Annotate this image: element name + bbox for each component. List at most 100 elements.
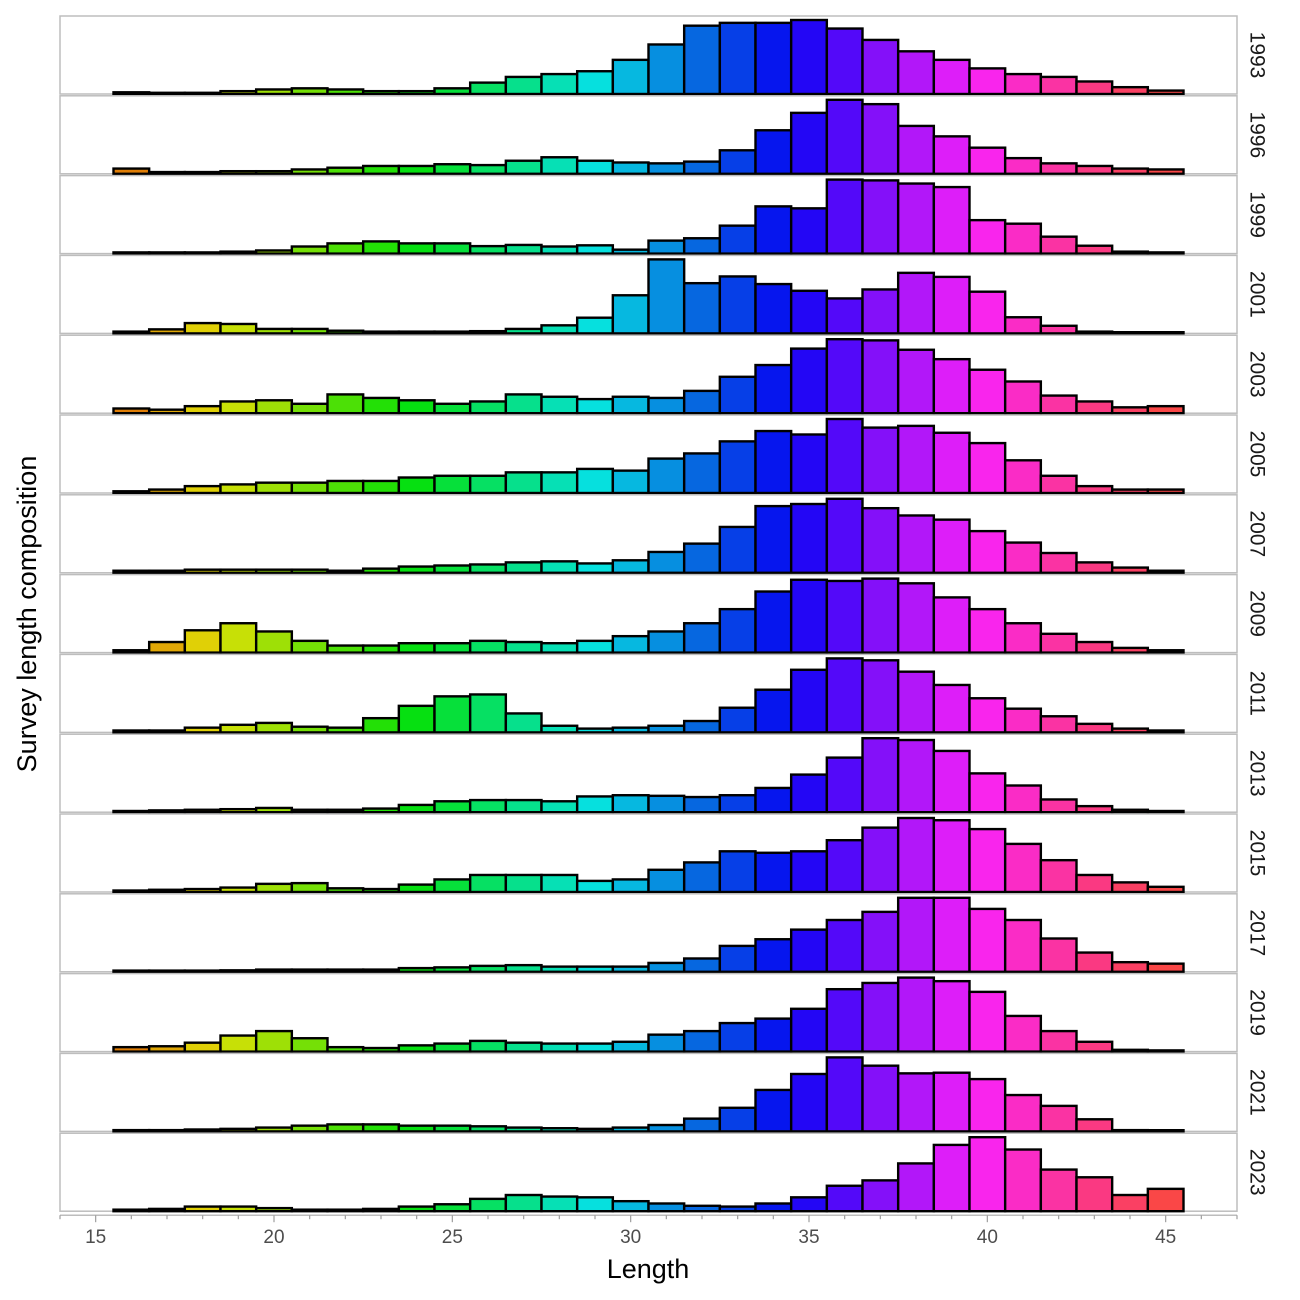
bar-1996-26 — [468, 163, 508, 175]
bar-2019-25 — [433, 1042, 472, 1053]
bar-2011-26 — [468, 693, 508, 734]
bar-2013-37 — [861, 737, 900, 814]
bar-2009-36 — [825, 579, 864, 654]
bar-2019-28 — [540, 1042, 579, 1053]
bar-1999-45 — [1146, 251, 1185, 255]
bar-2015-45 — [1146, 885, 1185, 894]
bar-2019-44 — [1110, 1048, 1150, 1053]
bar-1999-29 — [575, 244, 615, 255]
bar-2023-24 — [397, 1205, 436, 1213]
bar-2015-19 — [219, 886, 258, 894]
bar-2021-45 — [1146, 1128, 1185, 1133]
bar-2001-21 — [290, 327, 329, 335]
bar-2019-36 — [825, 987, 864, 1053]
bar-2003-36 — [825, 338, 864, 415]
bar-2005-26 — [468, 474, 508, 495]
bar-2015-26 — [468, 873, 508, 894]
bar-1999-43 — [1075, 244, 1114, 255]
bar-2013-40 — [968, 772, 1007, 814]
bar-2015-38 — [896, 816, 936, 894]
bar-2003-40 — [968, 368, 1007, 415]
bar-2011-43 — [1075, 722, 1114, 734]
bar-1996-39 — [932, 135, 971, 175]
bar-1999-17 — [147, 251, 187, 255]
bar-2011-38 — [896, 670, 936, 734]
bar-2005-19 — [219, 483, 258, 495]
bar-2001-27 — [504, 327, 543, 335]
bar-2021-21 — [290, 1124, 329, 1133]
bar-2017-43 — [1075, 951, 1114, 973]
bar-2021-28 — [540, 1127, 579, 1133]
bar-2015-32 — [682, 861, 722, 894]
bar-2013-36 — [825, 756, 864, 814]
bar-2003-26 — [468, 400, 508, 415]
bar-2013-27 — [504, 798, 543, 814]
bar-1996-19 — [219, 169, 258, 176]
bar-1996-35 — [789, 111, 829, 175]
bar-2011-22 — [326, 726, 365, 734]
bar-2013-44 — [1110, 808, 1150, 814]
bar-1999-21 — [290, 245, 329, 255]
bar-2023-23 — [361, 1207, 401, 1213]
bar-2005-32 — [682, 452, 722, 495]
bar-2013-20 — [254, 806, 294, 814]
bar-2009-32 — [682, 622, 722, 654]
bar-2009-31 — [647, 630, 686, 654]
bar-2021-37 — [861, 1064, 900, 1133]
bar-2007-32 — [682, 542, 722, 574]
bar-2011-37 — [861, 659, 900, 734]
bar-2017-45 — [1146, 962, 1185, 973]
bar-2013-16 — [112, 809, 151, 814]
bar-1999-28 — [540, 245, 579, 255]
bar-1996-45 — [1146, 168, 1185, 175]
bar-2017-32 — [682, 957, 722, 973]
bar-2001-19 — [219, 322, 258, 335]
bar-1993-33 — [718, 21, 757, 96]
bar-2021-44 — [1110, 1128, 1150, 1133]
bar-2023-21 — [290, 1208, 329, 1213]
facet-label: 2005 — [1245, 431, 1268, 478]
bar-2023-42 — [1039, 1168, 1078, 1213]
bar-2023-44 — [1110, 1193, 1150, 1213]
bar-2005-16 — [112, 490, 151, 495]
bar-2015-24 — [397, 883, 436, 894]
bar-1996-37 — [861, 102, 900, 176]
bar-2009-24 — [397, 642, 436, 654]
bar-2013-41 — [1003, 784, 1043, 814]
bar-2001-28 — [540, 324, 579, 335]
bar-1993-38 — [896, 50, 936, 96]
bar-1999-24 — [397, 242, 436, 255]
bar-2023-19 — [219, 1205, 258, 1213]
bar-2003-41 — [1003, 380, 1043, 415]
bar-2023-36 — [825, 1184, 864, 1213]
bar-1993-26 — [468, 81, 508, 96]
bar-2005-17 — [147, 488, 187, 495]
facet-panel-2001: 2001 — [59, 254, 1268, 335]
bar-2003-35 — [789, 347, 829, 415]
bar-1999-18 — [183, 251, 222, 255]
bar-1996-20 — [254, 169, 294, 176]
bar-2021-31 — [647, 1123, 686, 1133]
bar-1996-34 — [754, 129, 793, 176]
bar-2009-40 — [968, 607, 1007, 654]
bar-2009-28 — [540, 642, 579, 654]
bar-2005-29 — [575, 467, 615, 495]
bar-2023-41 — [1003, 1148, 1043, 1213]
bar-2011-30 — [611, 726, 650, 734]
bar-2021-20 — [254, 1126, 294, 1133]
bar-2017-35 — [789, 928, 829, 973]
bar-2005-33 — [718, 440, 757, 495]
bar-2015-33 — [718, 850, 757, 894]
bar-2007-31 — [647, 550, 686, 575]
bar-2021-26 — [468, 1125, 508, 1133]
bar-2003-43 — [1075, 400, 1114, 415]
bar-2007-23 — [361, 567, 401, 575]
bar-2021-34 — [754, 1088, 793, 1133]
bar-2005-38 — [896, 424, 936, 495]
bar-2001-31 — [647, 258, 686, 335]
bar-1993-44 — [1110, 85, 1150, 96]
bar-2023-25 — [433, 1203, 472, 1213]
bar-2007-43 — [1075, 561, 1114, 575]
bar-1993-29 — [575, 70, 615, 96]
bar-1993-18 — [183, 91, 222, 96]
